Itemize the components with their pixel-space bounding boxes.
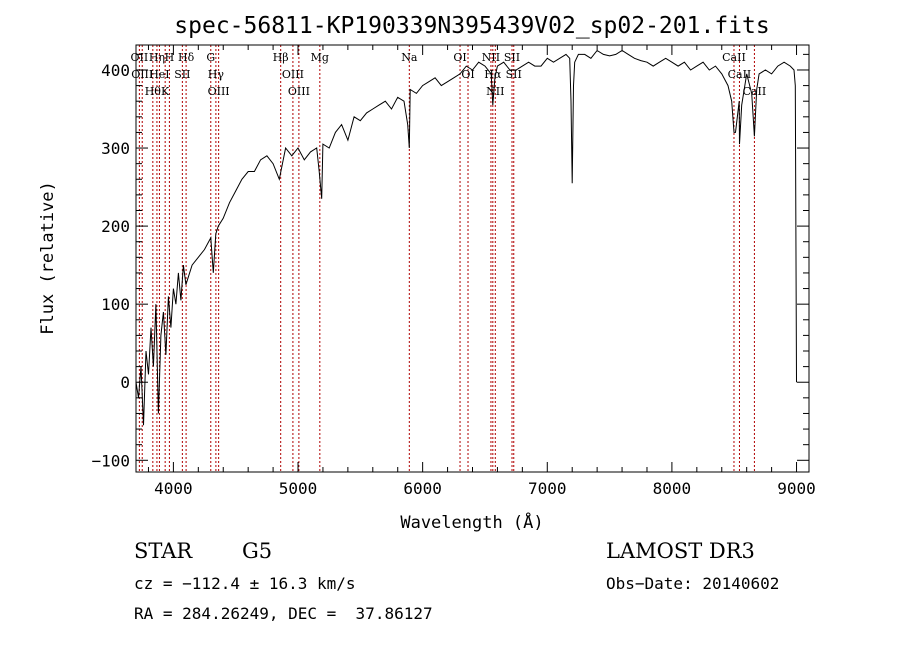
x-tick-label: 8000 [653, 479, 692, 498]
y-tick-label: 300 [101, 139, 130, 158]
annotation-label: Hδ [178, 51, 195, 64]
y-axis-label: Flux (relative) [38, 181, 58, 335]
object-class: STAR [134, 539, 193, 563]
x-tick-label: 5000 [279, 479, 318, 498]
x-tick-label: 4000 [154, 479, 193, 498]
annotation-label: K [161, 85, 170, 98]
annotation-label: Hα [484, 68, 502, 81]
annotation-label: OIII [288, 85, 310, 98]
y-axis: −100 0 100 200 300 400 [91, 53, 809, 470]
annotation-label: Na [401, 51, 418, 64]
redshift-velocity: cz = −112.4 ± 16.3 km/s [134, 574, 356, 593]
x-axis: 4000 5000 6000 7000 8000 9000 [147, 45, 816, 498]
annotation-label: OI [461, 68, 474, 81]
annotation-lines [138, 45, 755, 472]
annotation-label: CaII [728, 68, 752, 81]
annotation-label: Hγ [208, 68, 225, 81]
y-tick-label: 200 [101, 217, 130, 236]
annotation-label: Hβ [273, 51, 289, 64]
y-tick-label: 400 [101, 61, 130, 80]
chart-title: spec-56811-KP190339N395439V02_sp02-201.f… [174, 13, 769, 39]
spectrum-line [135, 49, 797, 426]
x-tick-label: 7000 [528, 479, 567, 498]
annotation-label: G [206, 51, 215, 64]
annotation-label: OIII [208, 85, 230, 98]
annotation-label: OI [453, 51, 466, 64]
annotation-label: H [165, 51, 175, 64]
annotation-label: Hθ [145, 85, 162, 98]
annotation-label: NII [486, 85, 504, 98]
annotation-label: HeI [149, 68, 169, 81]
y-tick-label: −100 [91, 451, 130, 470]
coordinates: RA = 284.26249, DEC = 37.86127 [134, 604, 433, 623]
survey-name: LAMOST DR3 [606, 539, 755, 563]
object-subclass: G5 [242, 539, 273, 563]
y-tick-label: 0 [120, 373, 130, 392]
annotation-label: SII [506, 68, 522, 81]
annotation-label: OIII [282, 68, 304, 81]
annotation-label: OIII [131, 68, 153, 81]
observation-date: Obs−Date: 20140602 [606, 574, 780, 593]
annotation-label: CaII [743, 85, 767, 98]
y-tick-label: 100 [101, 295, 130, 314]
annotation-label: CaII [722, 51, 746, 64]
annotation-label: SII [504, 51, 520, 64]
annotation-label: SII [174, 68, 190, 81]
x-tick-label: 6000 [403, 479, 442, 498]
annotation-label: Mg [311, 51, 329, 64]
annotation-label: NII [482, 51, 500, 64]
annotation-label: OII [131, 51, 149, 64]
annotation-labels: OII OIII Hθ Hη HeI K H SII Hδ G Hγ OIII Hβ OIII OIII Mg… [131, 51, 767, 98]
x-tick-label: 9000 [777, 479, 816, 498]
annotation-label: Hη [149, 51, 165, 64]
x-axis-label: Wavelength (Å) [400, 511, 543, 533]
plot-frame [135, 44, 810, 473]
